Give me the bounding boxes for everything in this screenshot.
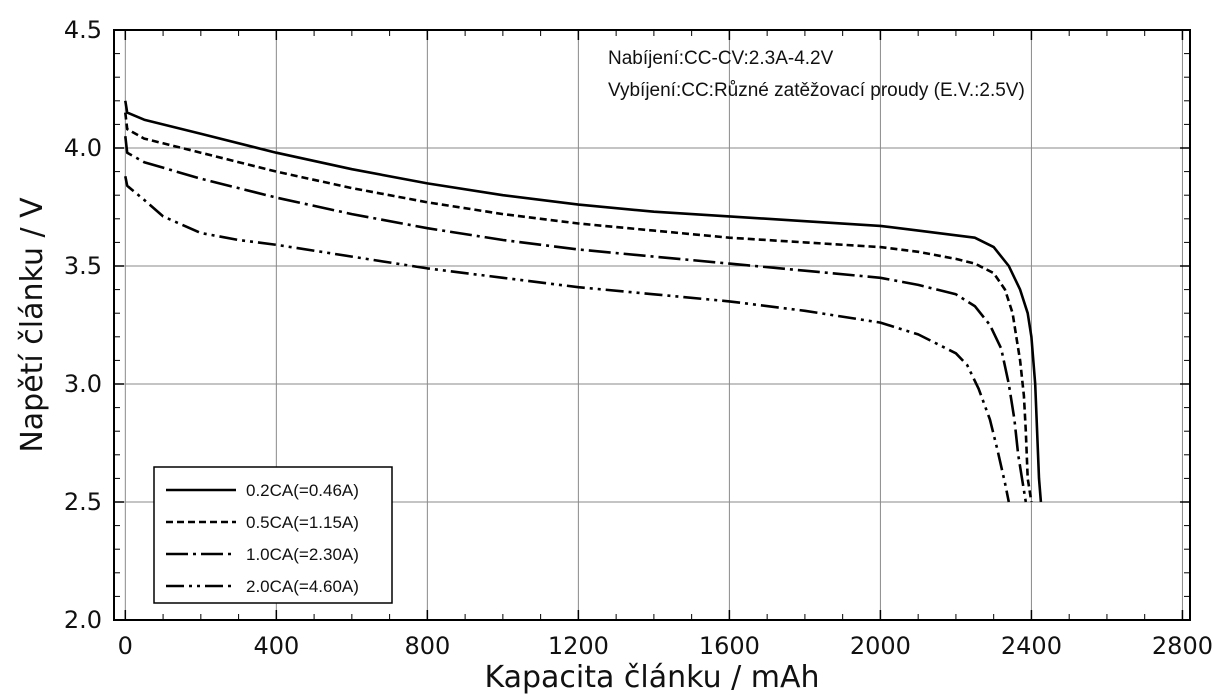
series-line bbox=[124, 100, 1043, 503]
x-axis-label: Kapacita článku / mAh bbox=[484, 660, 819, 695]
y-tick-label: 4.0 bbox=[64, 134, 102, 162]
legend: 0.2CA(=0.46A) 0.5CA(=1.15A) 1.0CA(=2.30A) 2… bbox=[153, 466, 393, 604]
y-tick-label: 4.5 bbox=[64, 16, 102, 44]
legend-entry: 2.0CA(=4.60A) bbox=[246, 577, 359, 596]
x-tick-label: 1600 bbox=[699, 632, 760, 660]
tick-marks bbox=[114, 29, 1190, 621]
series-curves bbox=[124, 100, 1043, 503]
series-line bbox=[124, 176, 1011, 503]
y-axis-label: Napětí článku / V bbox=[15, 197, 50, 453]
y-tick-labels: 2.0 2.5 3.0 3.5 4.0 4.5 bbox=[64, 16, 102, 634]
legend-entry: 1.0CA(=2.30A) bbox=[246, 545, 359, 564]
x-tick-label: 2000 bbox=[850, 632, 911, 660]
grid-lines bbox=[114, 30, 1190, 620]
x-tick-label: 2800 bbox=[1152, 632, 1213, 660]
discharging-note: Vybíjení:CC:Různé zatěžovací proudy (E.V… bbox=[608, 80, 1025, 101]
x-tick-labels: 0 400 800 1200 1600 2000 2400 2800 bbox=[118, 632, 1213, 660]
y-tick-label: 3.0 bbox=[64, 370, 102, 398]
legend-entry: 0.5CA(=1.15A) bbox=[246, 513, 359, 532]
x-tick-label: 0 bbox=[118, 632, 133, 660]
x-tick-label: 2400 bbox=[1001, 632, 1062, 660]
x-tick-label: 400 bbox=[253, 632, 299, 660]
y-tick-label: 2.0 bbox=[64, 606, 102, 634]
y-tick-label: 3.5 bbox=[64, 252, 102, 280]
plot-frame bbox=[113, 29, 1191, 621]
x-tick-label: 1200 bbox=[548, 632, 609, 660]
y-tick-label: 2.5 bbox=[64, 488, 102, 516]
series-line bbox=[124, 136, 1028, 503]
legend-entry: 0.2CA(=0.46A) bbox=[246, 481, 359, 500]
x-tick-label: 800 bbox=[404, 632, 450, 660]
charging-note: Nabíjení:CC-CV:2.3A-4.2V bbox=[608, 48, 834, 69]
series-line bbox=[124, 112, 1033, 503]
